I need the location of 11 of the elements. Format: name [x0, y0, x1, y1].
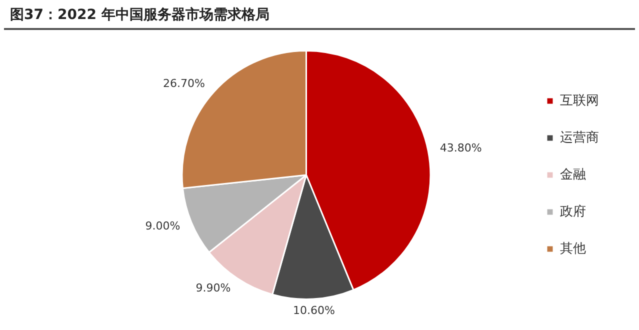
- data-label: 10.60%: [292, 304, 335, 317]
- data-label: 9.00%: [145, 220, 180, 233]
- chart-title: 图37：2022 年中国服务器市场需求格局: [4, 0, 635, 30]
- legend-label: 互联网: [560, 93, 599, 108]
- data-label: 43.80%: [440, 141, 482, 154]
- data-label: 26.70%: [162, 76, 205, 90]
- legend-label: 政府: [560, 203, 586, 220]
- legend-label: 其他: [560, 241, 586, 256]
- legend-label: 运营商: [560, 130, 599, 146]
- data-label: 9.90%: [196, 281, 231, 294]
- legend-label: 金融: [560, 167, 586, 182]
